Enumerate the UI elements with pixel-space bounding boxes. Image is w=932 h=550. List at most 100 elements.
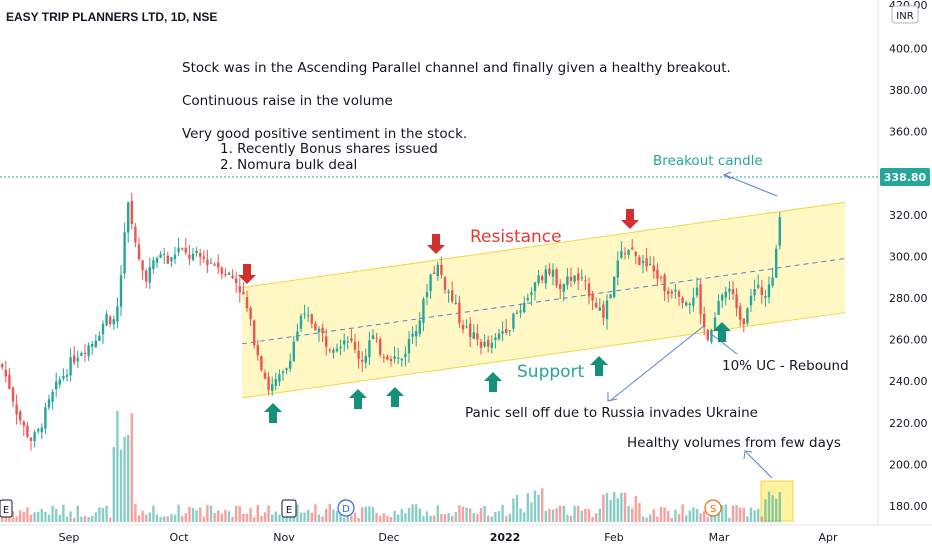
volume-bar <box>735 505 738 522</box>
volume-bar <box>101 507 105 522</box>
volume-bar <box>289 517 292 522</box>
candle-body <box>235 278 238 283</box>
candle-body <box>238 286 241 293</box>
volumes-pointer-head <box>743 450 753 460</box>
volume-bar <box>713 515 717 522</box>
candle-body <box>739 306 742 320</box>
candle-body <box>641 260 645 264</box>
candle-body <box>350 338 353 341</box>
candle-body <box>670 291 673 294</box>
candle-body <box>195 250 198 254</box>
candle-body <box>94 340 97 348</box>
candle-body <box>87 345 90 356</box>
candle-body <box>137 244 141 260</box>
candle-body <box>220 267 223 275</box>
volume-bar <box>767 491 771 522</box>
volume-bar <box>692 507 695 522</box>
candle-body <box>476 333 479 340</box>
volume-bar <box>544 510 547 522</box>
candle-body <box>465 326 468 328</box>
volume-bar <box>235 505 238 522</box>
volume-bar <box>454 512 457 522</box>
volume-bar <box>731 505 735 522</box>
candle-body <box>51 391 54 402</box>
candle-body <box>595 302 598 308</box>
volume-bar <box>620 492 623 522</box>
volume-bar <box>19 510 22 522</box>
volume-bar <box>195 510 198 522</box>
event-marker-dividend[interactable]: D <box>337 499 355 517</box>
volume-bar <box>501 504 504 522</box>
currency-badge[interactable] <box>891 5 919 24</box>
volume-bar <box>523 512 526 522</box>
volume-bar <box>685 515 688 522</box>
volume-bar <box>393 510 396 522</box>
support-label: Support <box>517 362 585 382</box>
arrow-down-icon <box>621 209 639 229</box>
candle-body <box>721 294 724 301</box>
volume-bar <box>472 513 475 522</box>
currency-label: INR <box>896 11 913 22</box>
volume-bar <box>515 494 519 522</box>
candle-body <box>127 202 130 233</box>
event-marker-e-2[interactable]: E <box>281 499 297 518</box>
candle-body <box>296 331 299 341</box>
candle-body <box>109 316 112 325</box>
arrow-down-icon <box>427 234 445 254</box>
volume-bar <box>469 508 472 522</box>
volume-bar <box>267 505 270 522</box>
volume-bar <box>148 512 151 522</box>
volume-bar <box>357 517 360 522</box>
volume-bar <box>548 508 551 522</box>
candle-body <box>112 319 115 325</box>
volume-bar <box>285 514 288 522</box>
candle-body <box>217 262 220 268</box>
candle-body <box>479 341 483 348</box>
candle-body <box>742 318 745 325</box>
volume-bar <box>703 511 706 522</box>
candle-body <box>368 340 371 358</box>
candle-body <box>584 280 587 282</box>
candle-body <box>134 226 137 243</box>
candle-body <box>1 364 4 368</box>
volume-bar <box>307 509 310 522</box>
volume-bar <box>98 507 101 522</box>
volume-bar <box>771 495 774 522</box>
volume-bar <box>37 511 40 522</box>
event-marker-split[interactable]: S <box>704 499 722 517</box>
time-tick: Dec <box>378 531 399 544</box>
volume-bar <box>595 513 598 522</box>
candle-body <box>317 328 321 332</box>
candle-body <box>8 374 11 389</box>
candle-body <box>659 276 663 278</box>
candle-body <box>173 254 177 259</box>
candle-body <box>508 330 511 332</box>
candle-body <box>242 291 245 295</box>
candle-body <box>170 257 173 262</box>
candle-body <box>361 359 364 362</box>
candle-body <box>494 337 497 341</box>
volume-bar <box>573 505 576 522</box>
candle-body <box>512 313 515 329</box>
candle-body <box>123 232 126 274</box>
candle-body <box>55 381 58 390</box>
event-marker-e-1[interactable]: E <box>0 499 13 518</box>
candle-body <box>130 200 133 225</box>
volume-bar <box>699 513 702 522</box>
volume-bar <box>310 512 313 522</box>
volume-bar <box>580 510 583 522</box>
volume-bar <box>695 508 699 522</box>
volume-bar <box>451 515 454 522</box>
volume-bar <box>177 504 180 522</box>
candle-body <box>281 371 285 374</box>
volume-bar <box>325 508 328 522</box>
volume-bar <box>397 514 400 522</box>
candle-body <box>483 341 486 347</box>
candle-body <box>271 384 274 391</box>
candle-body <box>4 369 7 377</box>
candle-body <box>83 352 87 354</box>
volume-bar <box>141 510 144 522</box>
candle-body <box>213 264 216 266</box>
time-tick: Nov <box>273 531 295 544</box>
